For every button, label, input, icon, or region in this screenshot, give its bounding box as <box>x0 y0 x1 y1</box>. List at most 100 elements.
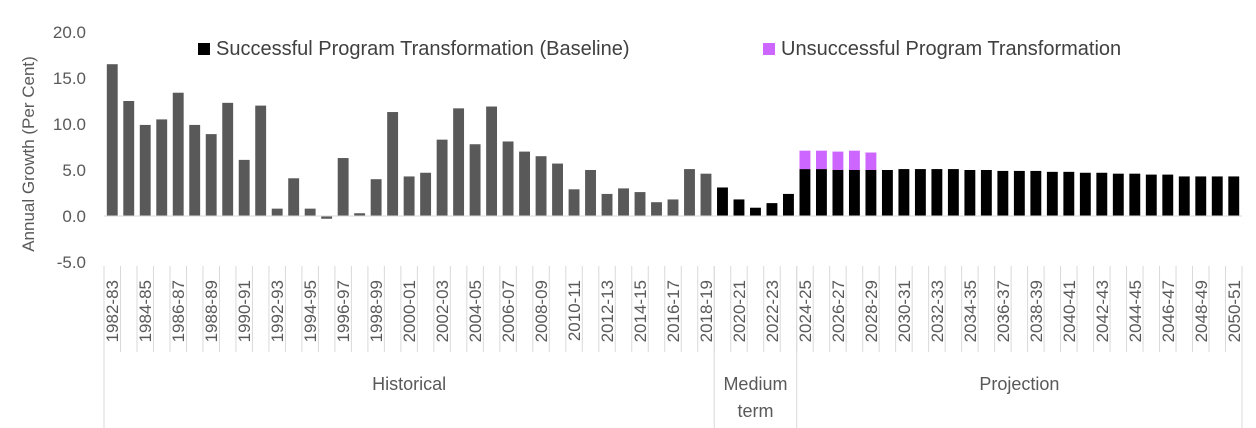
bar-2025-26 <box>815 169 827 216</box>
bar-2028-29 <box>865 170 877 216</box>
bar-2016-17 <box>667 199 679 216</box>
x-tick-label: 2042-43 <box>1093 280 1112 342</box>
bar-1995-96 <box>321 216 333 219</box>
bar-2010-11 <box>568 189 580 216</box>
bar-2030-31 <box>898 169 910 216</box>
bar-unsuccessful-2024-25 <box>799 150 811 170</box>
x-axis: 1982-83 1984-85 1986-87 1988-89 1990-91 1992-… <box>103 266 1244 352</box>
x-tick-label: 2004-05 <box>466 280 485 342</box>
bar-2042-43 <box>1096 172 1108 216</box>
x-tick-label: 1986-87 <box>169 280 188 342</box>
bar-2031-32 <box>914 169 926 216</box>
legend-item-successful: Successful Program Transformation (Basel… <box>198 36 630 62</box>
bar-2026-27 <box>832 170 844 216</box>
y-tick-label: -5.0 <box>57 253 86 272</box>
x-tick-label: 2036-37 <box>994 280 1013 342</box>
x-tick-label: 1994-95 <box>301 280 320 342</box>
y-tick-label: 20.0 <box>53 23 86 42</box>
bar-2003-04 <box>453 108 465 216</box>
x-tick-label: 1982-83 <box>103 280 122 342</box>
legend-label-unsuccessful: Unsuccessful Program Transformation <box>781 37 1122 60</box>
bar-1982-83 <box>106 64 118 216</box>
bar-1997-98 <box>354 213 366 216</box>
bar-2022-23 <box>766 203 778 216</box>
legend-item-unsuccessful: Unsuccessful Program Transformation <box>763 36 1121 62</box>
bar-1987-88 <box>189 124 201 216</box>
group-label: Projection <box>979 374 1059 394</box>
bar-2037-38 <box>1013 170 1025 216</box>
bar-2001-02 <box>420 172 432 216</box>
bar-2040-41 <box>1063 171 1075 216</box>
bar-2011-12 <box>585 170 596 216</box>
bar-1999-00 <box>387 112 399 216</box>
bar-1986-87 <box>172 92 184 216</box>
x-tick-label: 2000-01 <box>400 280 419 342</box>
group-2: Projection <box>796 266 1059 428</box>
bar-2004-05 <box>469 144 481 216</box>
bar-1988-89 <box>205 134 217 216</box>
bar-2046-47 <box>1162 174 1174 216</box>
bar-2007-08 <box>519 151 531 216</box>
x-tick-label: 2008-09 <box>532 280 551 342</box>
bar-1991-92 <box>255 105 267 216</box>
x-tick-label: 2014-15 <box>631 280 650 342</box>
bar-2041-42 <box>1079 172 1091 216</box>
x-tick-label: 2034-35 <box>961 280 980 342</box>
bar-1998-99 <box>370 179 382 216</box>
y-tick-label: 5.0 <box>62 161 86 180</box>
bar-2035-36 <box>980 170 992 216</box>
bar-2039-40 <box>1046 171 1058 216</box>
bar-2002-03 <box>436 139 448 216</box>
x-tick-label: 2002-03 <box>433 280 452 342</box>
x-tick-label: 2048-49 <box>1192 280 1211 342</box>
y-tick-label: 15.0 <box>53 69 86 88</box>
bar-1983-84 <box>123 101 135 216</box>
bar-2000-01 <box>403 176 415 216</box>
bar-2029-30 <box>881 170 893 216</box>
bar-2036-37 <box>997 170 1009 216</box>
bar-2049-50 <box>1211 176 1223 216</box>
bar-2045-46 <box>1145 174 1157 216</box>
period-groups: Historical Medium term Projection <box>103 266 1243 428</box>
bar-2013-14 <box>618 188 629 216</box>
bar-2023-24 <box>783 193 794 216</box>
bar-unsuccessful-2027-28 <box>848 150 860 170</box>
x-tick-label: 1996-97 <box>334 280 353 342</box>
x-tick-label: 2040-41 <box>1060 280 1079 342</box>
group-label: Medium <box>723 374 787 394</box>
bar-1985-86 <box>156 119 168 216</box>
bar-unsuccessful-2025-26 <box>815 150 827 170</box>
x-tick-label: 2050-51 <box>1225 280 1244 342</box>
bar-1990-91 <box>238 159 250 216</box>
bar-1993-94 <box>288 178 300 216</box>
x-tick-label: 1984-85 <box>136 280 155 342</box>
bar-2008-09 <box>535 156 547 216</box>
bar-1989-90 <box>222 102 234 216</box>
legend-label-successful: Successful Program Transformation (Basel… <box>216 37 630 60</box>
bar-2014-15 <box>634 192 646 216</box>
x-tick-label: 2032-33 <box>928 280 947 342</box>
bar-2005-06 <box>486 106 498 216</box>
bar-2032-33 <box>931 169 943 216</box>
bar-2017-18 <box>684 169 695 216</box>
group-1: Medium term <box>713 266 787 428</box>
bar-2012-13 <box>601 193 613 216</box>
y-axis-title: Annual Growth (Per Cent) <box>19 56 38 252</box>
bars <box>106 64 1240 219</box>
bar-2047-48 <box>1178 176 1190 216</box>
legend-swatch-successful <box>198 43 210 55</box>
x-tick-label: 2028-29 <box>862 280 881 342</box>
x-tick-label: 2020-21 <box>730 280 749 342</box>
bar-2021-22 <box>750 207 761 216</box>
x-tick-label: 2012-13 <box>598 280 617 342</box>
bar-1994-95 <box>304 208 316 216</box>
bar-2009-10 <box>552 163 563 216</box>
x-tick-label: 2024-25 <box>796 280 815 342</box>
bar-2034-35 <box>964 170 976 216</box>
x-tick-label: 2016-17 <box>664 280 683 342</box>
y-tick-label: 0.0 <box>62 207 86 226</box>
x-tick-label: 2026-27 <box>829 280 848 342</box>
x-tick-label: 1992-93 <box>268 280 287 342</box>
bar-2043-44 <box>1112 173 1124 216</box>
